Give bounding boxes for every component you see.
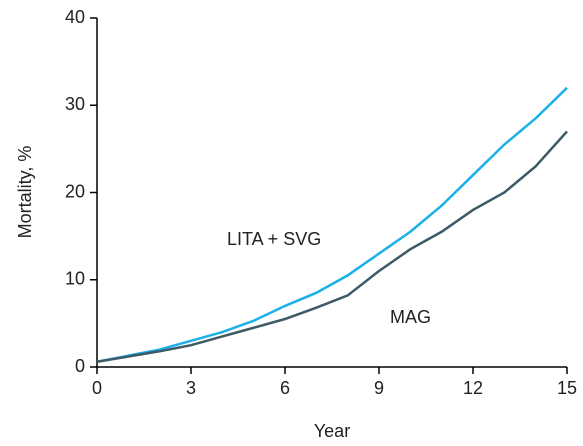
- x-tick-label: 15: [557, 378, 577, 398]
- y-axis-label: Mortality, %: [15, 146, 35, 239]
- y-tick-label: 10: [65, 269, 85, 289]
- x-tick-label: 6: [280, 378, 290, 398]
- x-tick-label: 0: [92, 378, 102, 398]
- series-label: MAG: [390, 307, 431, 327]
- y-tick-label: 0: [75, 356, 85, 376]
- y-tick-label: 30: [65, 94, 85, 114]
- series-label: LITA + SVG: [227, 229, 321, 249]
- x-tick-label: 3: [186, 378, 196, 398]
- y-tick-label: 40: [65, 7, 85, 27]
- series-line: [96, 130, 568, 363]
- x-axis-label: Year: [314, 421, 350, 441]
- x-tick-label: 12: [463, 378, 483, 398]
- x-tick-label: 9: [374, 378, 384, 398]
- series-line: [96, 86, 568, 363]
- y-tick-label: 20: [65, 181, 85, 201]
